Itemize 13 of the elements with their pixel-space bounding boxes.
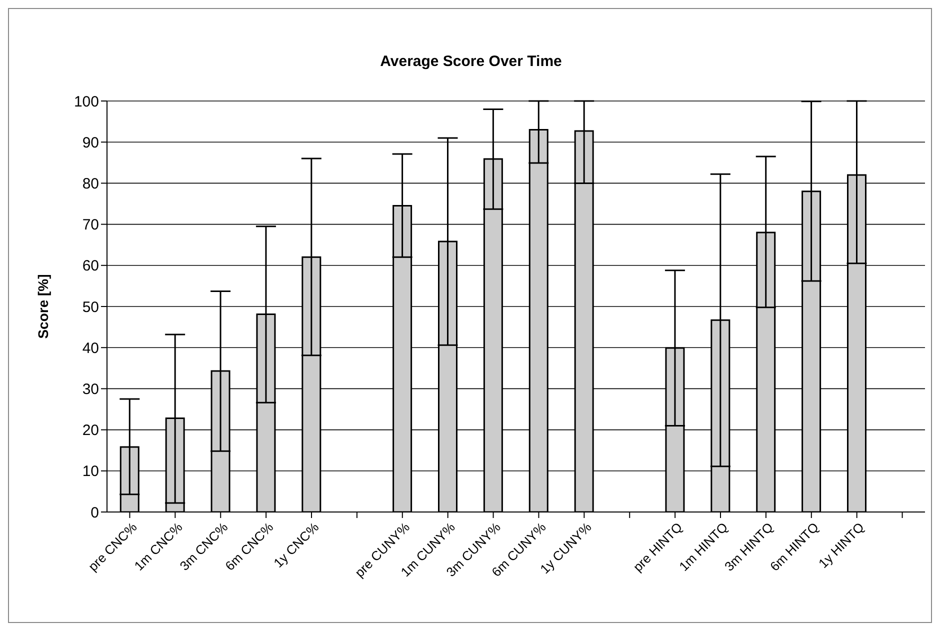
- y-tick-label: 30: [82, 381, 99, 398]
- y-tick-label: 70: [82, 216, 99, 234]
- y-tick-label: 10: [82, 463, 99, 480]
- y-axis-title: Score [%]: [34, 274, 51, 339]
- y-tick-label: 100: [74, 93, 99, 110]
- y-tick-label: 90: [82, 134, 99, 152]
- y-tick-label: 50: [82, 298, 99, 316]
- y-tick-label: 60: [82, 258, 99, 275]
- chart-title: Average Score Over Time: [379, 53, 563, 70]
- y-tick-label: 0: [90, 504, 99, 522]
- y-tick-label: 80: [82, 176, 99, 193]
- y-tick-label: 20: [82, 422, 99, 440]
- y-tick-label: 40: [82, 340, 99, 357]
